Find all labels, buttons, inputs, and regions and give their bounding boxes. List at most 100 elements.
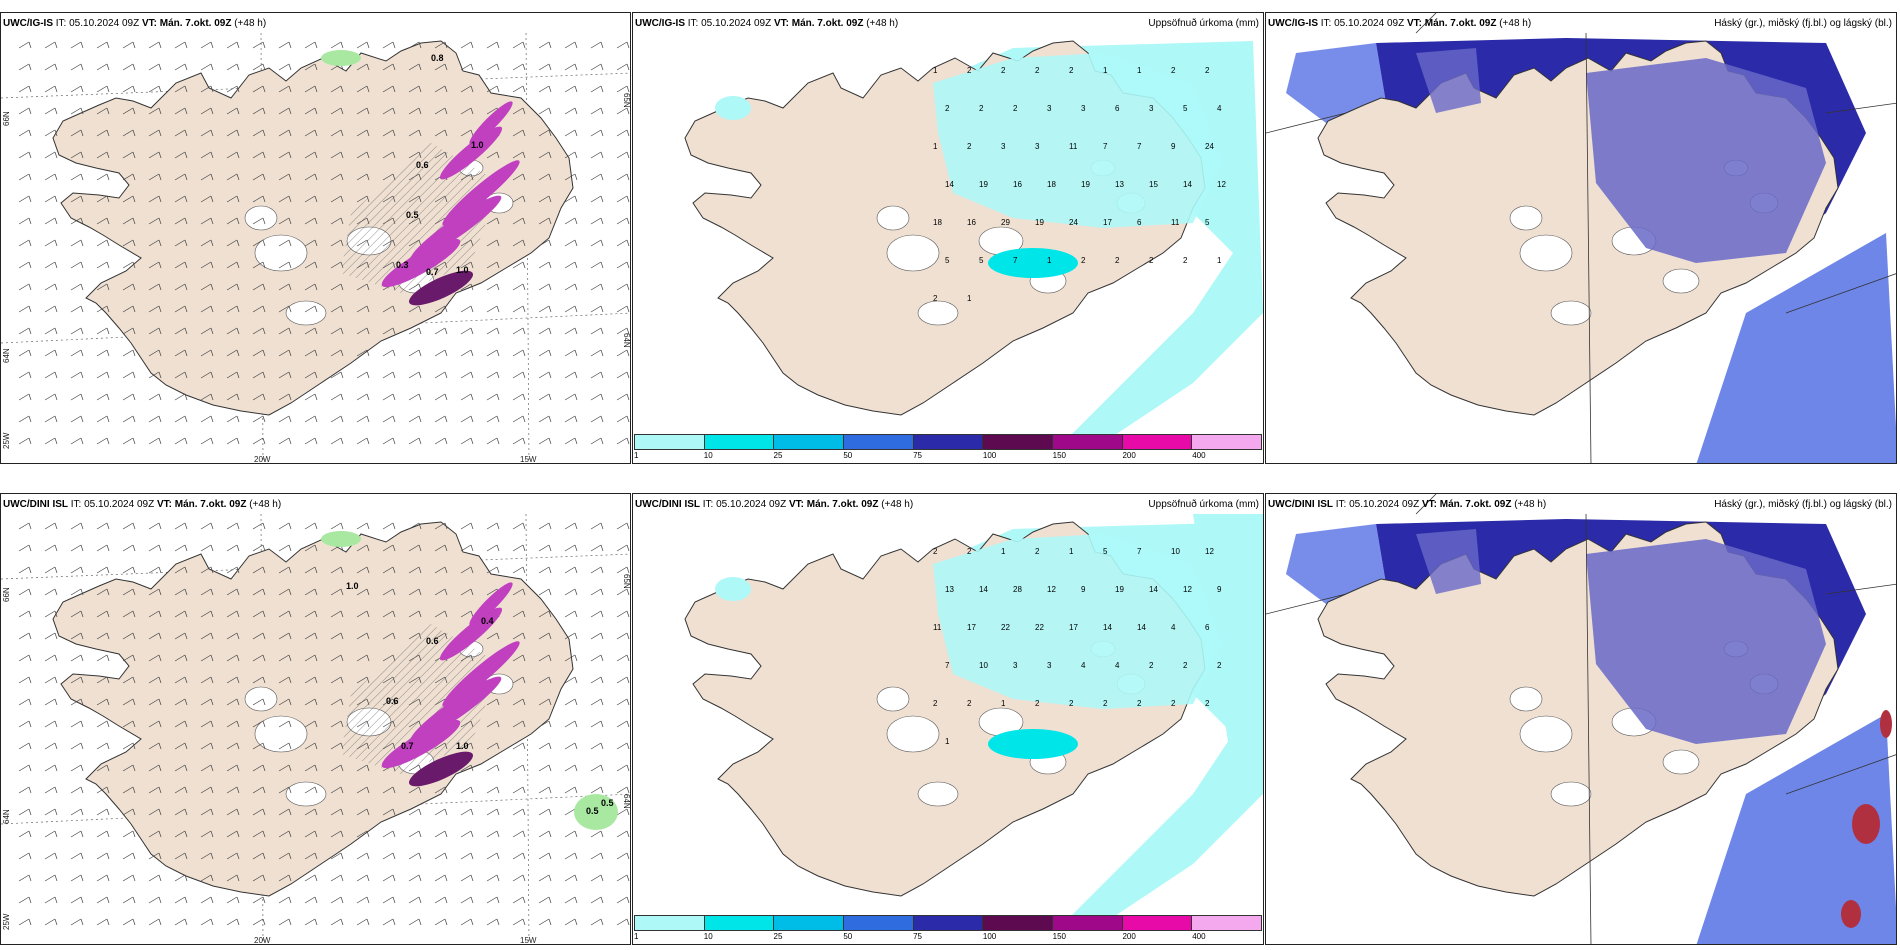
wind-barb [356,41,370,49]
wind-barb-staff [122,676,134,684]
wind-barb-staff [590,742,602,750]
wind-barb-feather [470,305,474,313]
wind-barb-feather [340,107,344,115]
wind-barb-staff [278,896,290,904]
wind-barb-feather [262,217,266,225]
wind-barb-staff [538,588,550,596]
precip-value-label: 16 [1013,180,1022,189]
wind-barb-staff [252,151,264,159]
wind-barb-staff [408,151,420,159]
wind-barb-staff [96,742,108,750]
wind-barb-staff [200,195,212,203]
wind-barb [564,437,578,445]
wind-barb-staff [200,610,212,618]
wind-barb-feather [158,195,162,203]
wind-barb-staff [460,129,472,137]
wind-barb [44,852,58,860]
wind-barb [304,764,318,772]
wind-barb-staff [278,522,290,530]
wind-barb-feather [184,349,188,357]
wind-barb-staff [226,371,238,379]
wind-barb-staff [512,566,524,574]
wind-barb-feather [28,415,32,423]
wind-barb-staff [512,874,524,882]
wind-barb-feather [288,393,292,401]
wind-barb-staff [200,720,212,728]
wind-barb-staff [486,415,498,423]
wind-barb-feather [522,283,526,291]
green-area [574,794,618,830]
wind-barb-staff [564,85,576,93]
wind-barb [486,41,500,49]
wind-barb-feather [236,720,240,728]
wind-barb-staff [330,764,342,772]
wind-barb-feather [132,676,136,684]
wind-barb-staff [44,742,56,750]
wind-barb [304,918,318,926]
wind-barb [616,544,630,552]
wind-barb-staff [564,173,576,181]
wind-barb-feather [80,173,84,181]
wind-barb-feather [340,808,344,816]
wind-barb [512,522,526,530]
wind-barb-staff [512,588,524,596]
lat-label-64n: 64N [2,809,11,824]
wind-barb [434,610,448,618]
wind-barb [148,742,162,750]
wind-barb [616,874,630,882]
wind-barb-staff [382,566,394,574]
wind-barb [564,327,578,335]
wind-barb-staff [486,742,498,750]
wind-barb-staff [70,239,82,247]
wind-barb-staff [96,239,108,247]
wind-barb-feather [600,85,604,93]
icing-streak [439,607,503,661]
wind-barb-feather [210,786,214,794]
wind-barb-staff [226,610,238,618]
wind-barb-feather [288,654,292,662]
wind-barb-staff [44,393,56,401]
icing-streak [439,126,503,180]
wind-barb-staff [408,393,420,401]
wind-barb [278,918,292,926]
wind-barb-feather [236,654,240,662]
wind-barb [616,698,630,706]
wind-barb-feather [548,874,552,882]
wind-barb-feather [106,588,110,596]
wind-barb [278,217,292,225]
wind-barb-feather [496,151,500,159]
wind-barb [96,393,110,401]
wind-barb-feather [288,918,292,926]
wind-barb-staff [590,371,602,379]
wind-barb-staff [304,85,316,93]
wind-barb-staff [200,393,212,401]
wind-barb-feather [262,830,266,838]
wind-barb-staff [538,720,550,728]
wind-barb [122,632,136,640]
wind-barb-staff [460,830,472,838]
wind-barb-feather [184,415,188,423]
wind-barb [174,566,188,574]
wind-barb-staff [200,173,212,181]
icing-hatch-area [341,143,501,293]
wind-barb [252,437,266,445]
wind-barb-staff [70,129,82,137]
wind-barb-staff [538,632,550,640]
border-line [1825,583,1896,595]
precip-value-label: 17 [1103,218,1112,227]
wind-barb-feather [262,261,266,269]
wind-barb-feather [210,349,214,357]
wind-barb-feather [236,261,240,269]
wind-barb [96,742,110,750]
wind-barb-staff [564,852,576,860]
wind-barb [96,85,110,93]
wind-barb-staff [148,632,160,640]
wind-barb-staff [564,786,576,794]
wind-barb [148,261,162,269]
wind-barb-staff [434,786,446,794]
wind-barb-staff [70,544,82,552]
wind-barb-staff [96,85,108,93]
wind-barb-feather [54,327,58,335]
wind-barb-feather [392,522,396,530]
wind-barb-feather [106,173,110,181]
